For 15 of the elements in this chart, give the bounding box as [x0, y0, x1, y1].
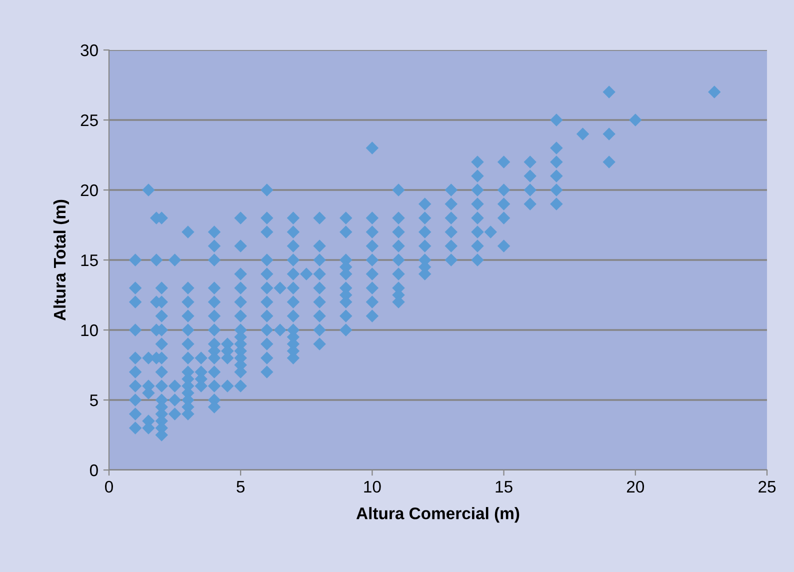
x-tick-label: 10	[364, 480, 381, 493]
y-tick-label: 0	[90, 464, 98, 476]
x-tick-label: 25	[758, 480, 776, 493]
y-tick-label: 5	[90, 394, 98, 406]
x-tick-label: 20	[626, 480, 644, 493]
y-axis-title: Altura Total (m)	[53, 200, 69, 321]
x-tick-label: 5	[236, 481, 245, 493]
x-tick-label: 0	[105, 480, 113, 493]
y-tick-label: 25	[80, 114, 98, 126]
x-tick-label: 15	[496, 481, 512, 493]
y-tick-label: 10	[81, 324, 98, 336]
y-tick-label: 30	[80, 44, 98, 56]
y-tick-label: 20	[80, 184, 98, 196]
x-axis-title: Altura Comercial (m)	[356, 507, 520, 523]
y-tick-label: 15	[81, 254, 98, 266]
